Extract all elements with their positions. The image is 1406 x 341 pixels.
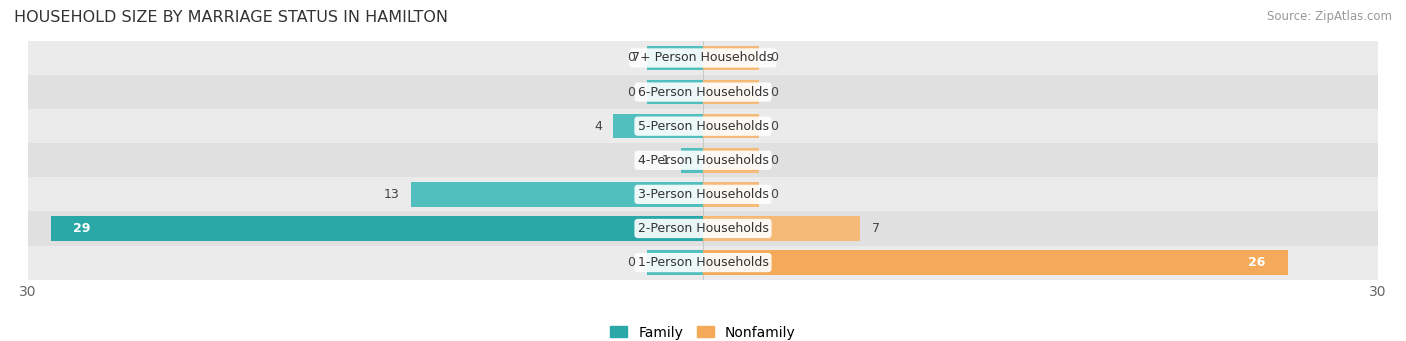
Bar — [28, 109, 1378, 143]
Bar — [703, 216, 860, 241]
Text: 0: 0 — [770, 120, 779, 133]
Text: 1-Person Households: 1-Person Households — [637, 256, 769, 269]
Text: 3-Person Households: 3-Person Households — [637, 188, 769, 201]
Bar — [703, 148, 759, 173]
Text: 0: 0 — [770, 154, 779, 167]
Bar — [28, 75, 1378, 109]
Bar — [703, 80, 759, 104]
Text: 26: 26 — [1249, 256, 1265, 269]
Text: 7+ Person Households: 7+ Person Households — [633, 51, 773, 64]
Text: 6-Person Households: 6-Person Households — [637, 86, 769, 99]
Bar — [703, 46, 759, 70]
Text: 4: 4 — [593, 120, 602, 133]
Bar — [28, 177, 1378, 211]
Bar — [51, 216, 703, 241]
Text: 0: 0 — [770, 188, 779, 201]
Text: 2-Person Households: 2-Person Households — [637, 222, 769, 235]
Text: 13: 13 — [384, 188, 399, 201]
Bar — [613, 114, 703, 138]
Text: 7: 7 — [872, 222, 880, 235]
Bar — [411, 182, 703, 207]
Bar — [703, 114, 759, 138]
Text: 0: 0 — [627, 86, 636, 99]
Legend: Family, Nonfamily: Family, Nonfamily — [610, 326, 796, 340]
Bar — [703, 182, 759, 207]
Text: Source: ZipAtlas.com: Source: ZipAtlas.com — [1267, 10, 1392, 23]
Text: 0: 0 — [627, 51, 636, 64]
Text: 0: 0 — [770, 86, 779, 99]
Bar — [647, 250, 703, 275]
Text: 0: 0 — [770, 51, 779, 64]
Text: 0: 0 — [627, 256, 636, 269]
Bar — [28, 246, 1378, 280]
Text: 5-Person Households: 5-Person Households — [637, 120, 769, 133]
Text: HOUSEHOLD SIZE BY MARRIAGE STATUS IN HAMILTON: HOUSEHOLD SIZE BY MARRIAGE STATUS IN HAM… — [14, 10, 449, 25]
Bar — [703, 250, 1288, 275]
Bar — [28, 143, 1378, 177]
Bar — [28, 211, 1378, 246]
Bar — [647, 46, 703, 70]
Text: 4-Person Households: 4-Person Households — [637, 154, 769, 167]
Text: 29: 29 — [73, 222, 90, 235]
Text: 1: 1 — [661, 154, 669, 167]
Bar — [28, 41, 1378, 75]
Bar — [647, 80, 703, 104]
Bar — [681, 148, 703, 173]
